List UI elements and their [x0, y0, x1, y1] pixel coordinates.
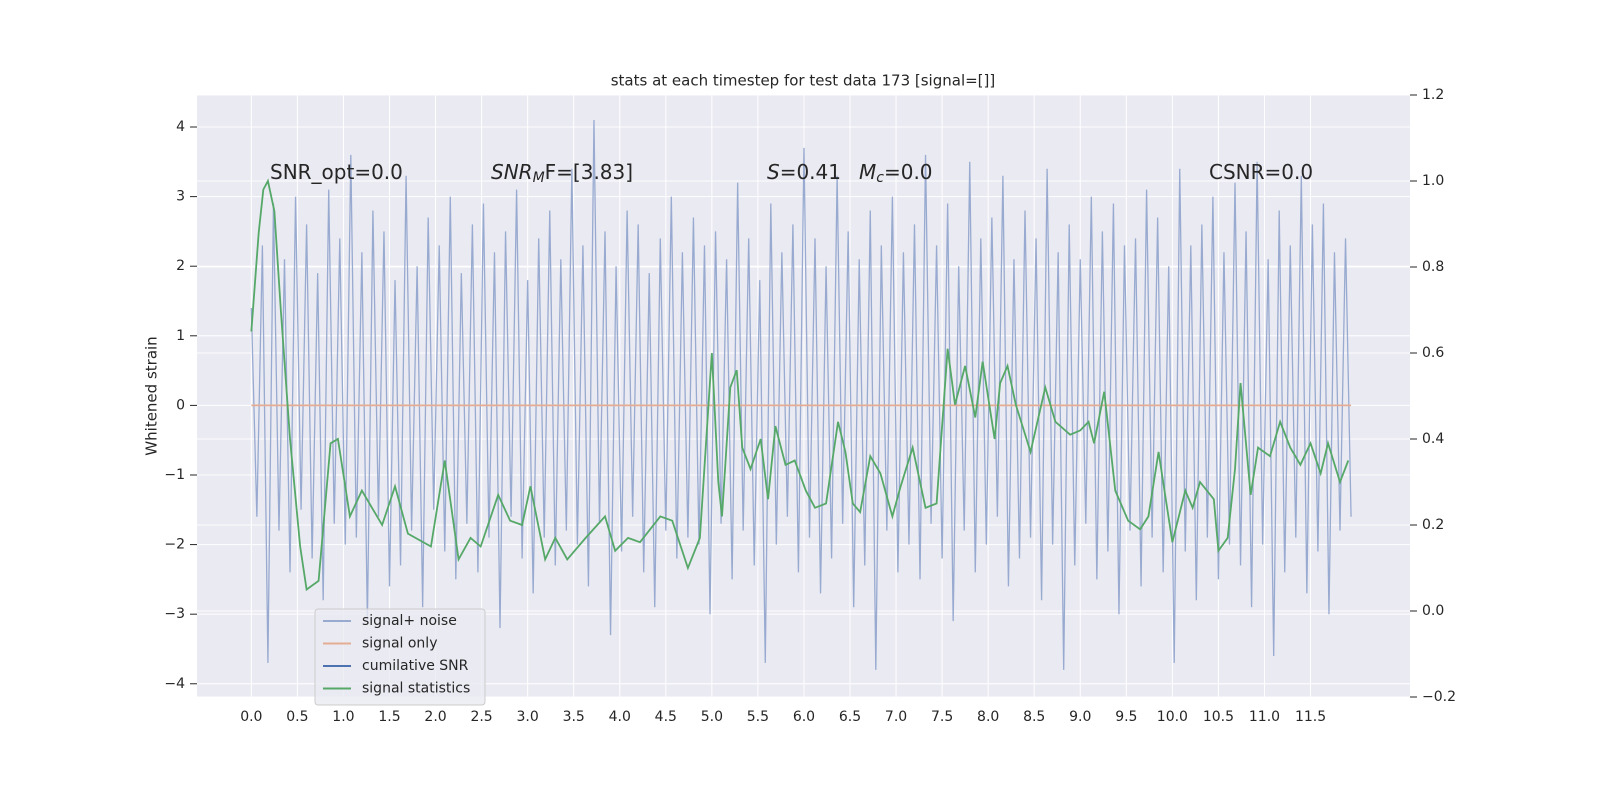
- legend-label: signal+ noise: [362, 613, 457, 629]
- y2-tick-label: −0.2: [1422, 689, 1456, 705]
- annotation-rest: =0.41: [780, 160, 841, 184]
- legend-label: signal statistics: [362, 681, 470, 697]
- annotation-sub: c: [876, 170, 884, 186]
- y2-tick-label: 1.2: [1422, 87, 1444, 103]
- legend-label: cumilative SNR: [362, 658, 469, 674]
- x-tick-label: 0.5: [286, 709, 308, 725]
- annotation-rest: =0.0: [884, 160, 933, 184]
- y-tick-label: −4: [164, 676, 185, 692]
- x-tick-label: 5.0: [701, 709, 723, 725]
- annotation: Mc=0.0: [859, 160, 933, 187]
- x-tick-label: 2.0: [424, 709, 446, 725]
- x-tick-label: 6.5: [839, 709, 861, 725]
- y2-tick-label: 0.4: [1422, 431, 1444, 447]
- x-tick-label: 10.0: [1157, 709, 1188, 725]
- x-tick-label: 8.0: [977, 709, 999, 725]
- y-tick-label: 2: [176, 258, 185, 274]
- y-axis-label: Whitened strain: [143, 336, 161, 455]
- y-tick-label: 0: [176, 397, 185, 413]
- legend-box: [314, 608, 486, 706]
- annotation: SNRMF=[3.83]: [491, 160, 633, 187]
- annotation: S=0.41: [767, 160, 841, 184]
- x-tick-label: 11.0: [1249, 709, 1280, 725]
- x-tick-label: 11.5: [1295, 709, 1326, 725]
- x-tick-label: 3.5: [563, 709, 585, 725]
- x-tick-label: 3.0: [517, 709, 539, 725]
- x-tick-label: 8.5: [1023, 709, 1045, 725]
- y2-tick-label: 0.6: [1422, 345, 1444, 361]
- x-tick-label: 7.0: [885, 709, 907, 725]
- y-tick-label: −2: [164, 537, 185, 553]
- annotation-base: S: [767, 160, 780, 184]
- y2-tick-label: 0.8: [1422, 259, 1444, 275]
- annotation: SNR_opt=0.0: [270, 160, 403, 184]
- x-tick-label: 7.5: [931, 709, 953, 725]
- y-tick-label: 3: [176, 189, 185, 205]
- x-tick-label: 6.0: [793, 709, 815, 725]
- y2-tick-label: 0.0: [1422, 603, 1444, 619]
- x-tick-label: 10.5: [1203, 709, 1234, 725]
- annotation-sub: M: [533, 170, 545, 186]
- y-tick-label: 1: [176, 328, 185, 344]
- annotation-rest: F=[3.83]: [545, 160, 633, 184]
- x-tick-label: 4.5: [655, 709, 677, 725]
- x-tick-label: 0.0: [240, 709, 262, 725]
- series-line: [250, 178, 1350, 592]
- chart-title: stats at each timestep for test data 173…: [611, 72, 996, 90]
- annotation: CSNR=0.0: [1209, 160, 1313, 184]
- series-line: [250, 120, 1352, 670]
- y2-tick-label: 1.0: [1422, 173, 1444, 189]
- y-tick-label: 4: [176, 119, 185, 135]
- x-tick-label: 9.5: [1115, 709, 1137, 725]
- x-tick-label: 4.0: [609, 709, 631, 725]
- y-tick-label: −1: [164, 467, 185, 483]
- x-tick-label: 2.5: [470, 709, 492, 725]
- legend-label: signal only: [362, 636, 437, 652]
- x-tick-label: 1.0: [332, 709, 354, 725]
- annotation-text: SNR_opt=0.0: [270, 160, 403, 184]
- annotation-base: M: [859, 160, 876, 184]
- x-tick-label: 9.0: [1069, 709, 1091, 725]
- annotation-base: SNR: [491, 160, 533, 184]
- x-tick-label: 5.5: [747, 709, 769, 725]
- y2-tick-label: 0.2: [1422, 517, 1444, 533]
- y-tick-label: −3: [164, 606, 185, 622]
- annotation-text: CSNR=0.0: [1209, 160, 1313, 184]
- x-tick-label: 1.5: [378, 709, 400, 725]
